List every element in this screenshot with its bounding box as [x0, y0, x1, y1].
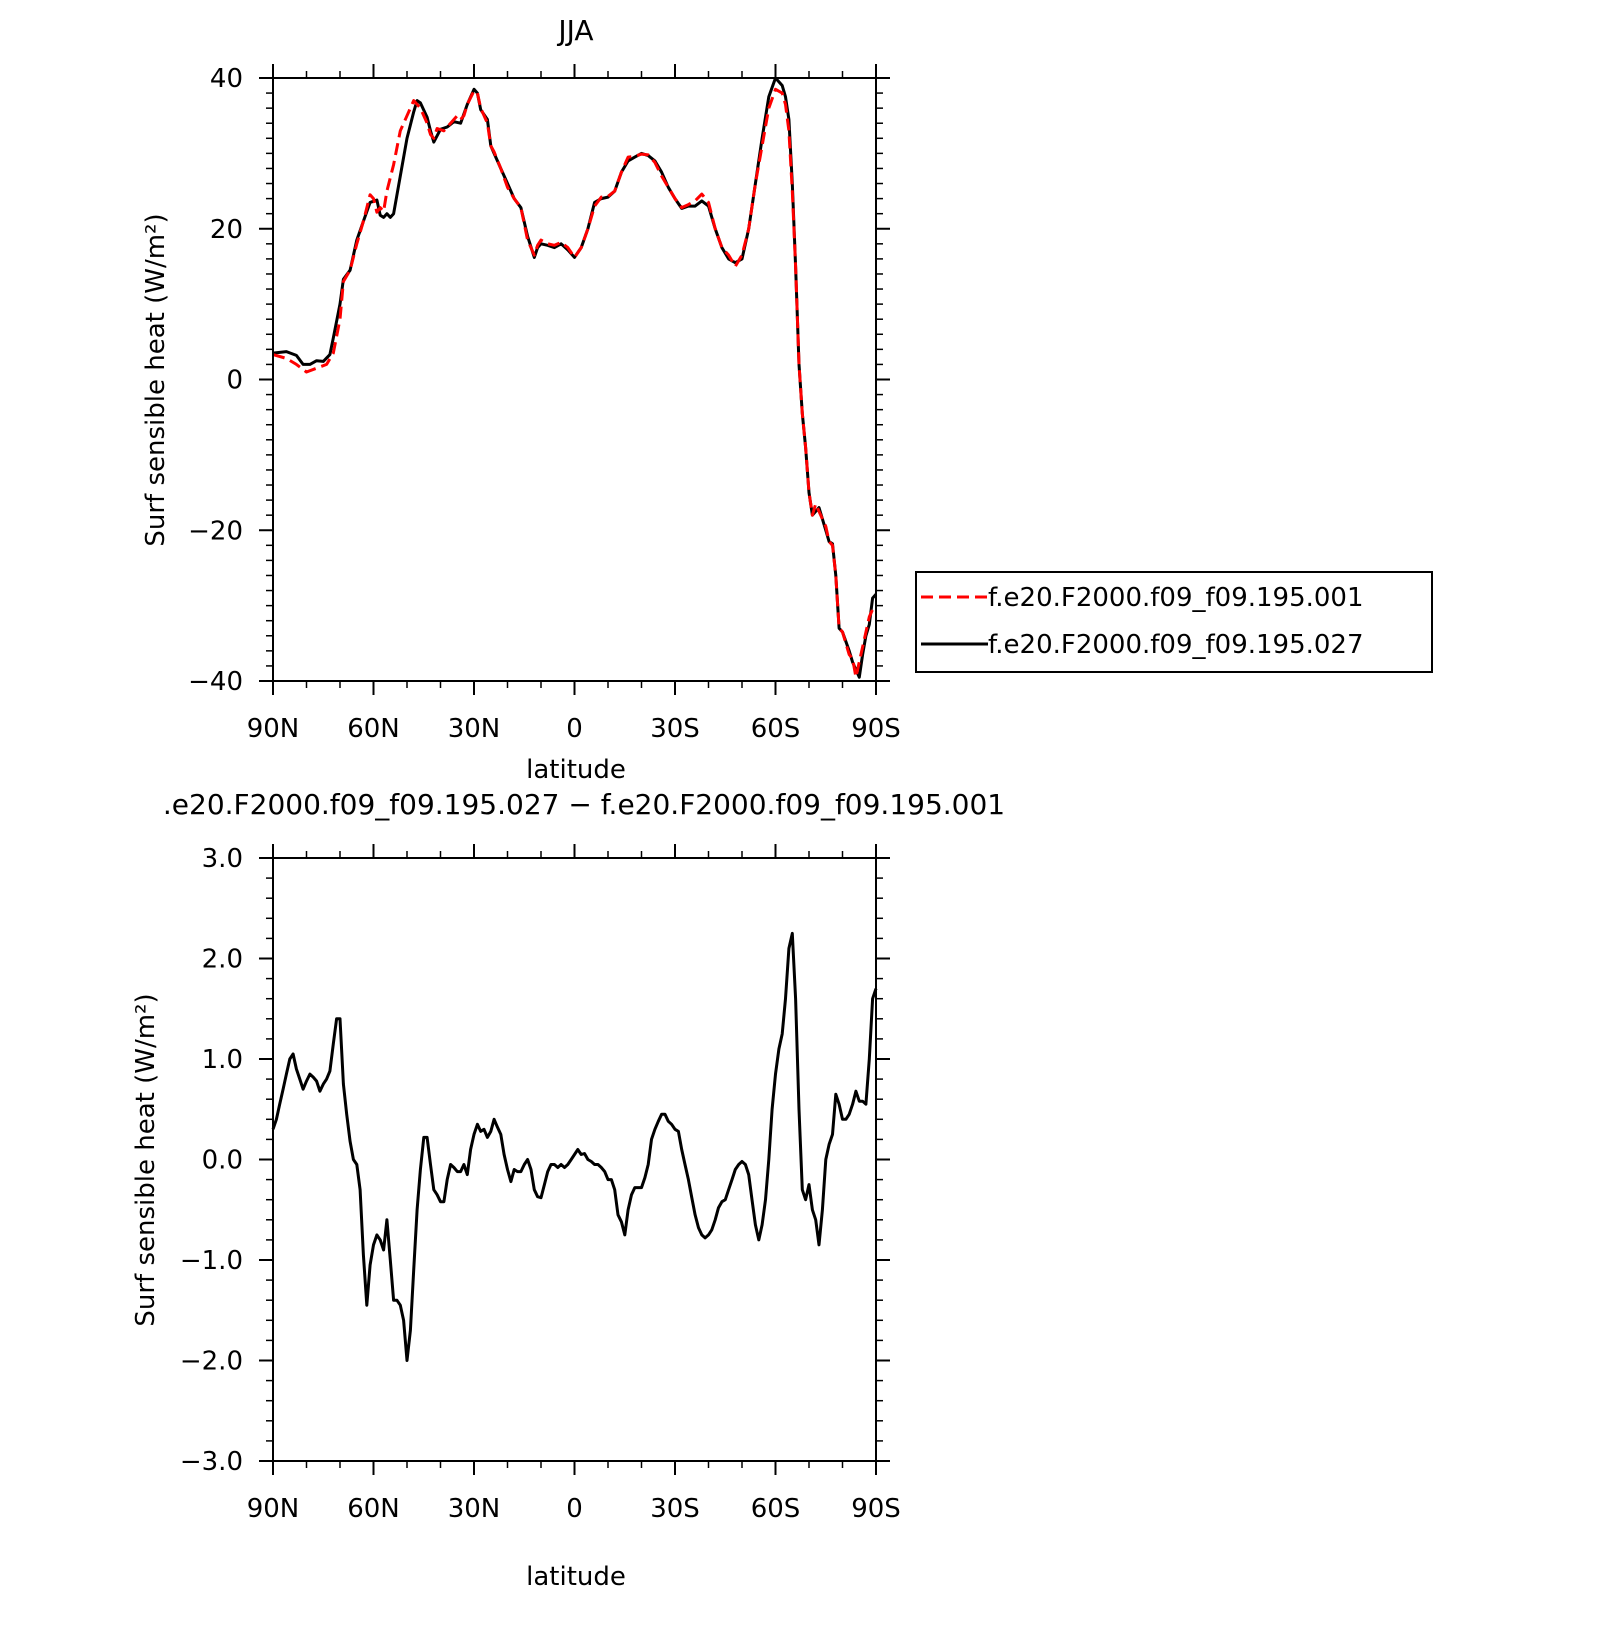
top-x-tick-labels: 90N 60N 30N 0 30S 60S 90S	[247, 714, 901, 744]
y-tick-label: −20	[188, 516, 243, 546]
legend-box	[915, 571, 1433, 673]
top-plot-frame	[272, 77, 877, 682]
y-tick-label: 1.0	[202, 1045, 243, 1075]
bottom-x-tick-labels: 90N 60N 30N 0 30S 60S 90S	[247, 1494, 901, 1524]
bottom-y-tick-labels: −3.0 −2.0 −1.0 0.0 1.0 2.0 3.0	[180, 844, 243, 1477]
top-chart-panel: JJA −40 −20 0 20 40 90N 60N 30N 0 30S 60S 90S lati…	[141, 14, 1433, 785]
y-tick-label: −2.0	[180, 1347, 243, 1377]
bottom-chart-panel: .e20.F2000.f09_f09.195.027 − f.e20.F2000…	[131, 788, 1005, 1592]
x-tick-label: 30N	[448, 1494, 501, 1524]
top-axis-ticks	[259, 64, 890, 695]
top-chart-title: JJA	[556, 14, 593, 47]
bottom-series-lines	[271, 931, 878, 1362]
y-tick-label: 3.0	[202, 844, 243, 874]
x-tick-label: 30S	[650, 714, 700, 744]
y-tick-label: 0	[226, 366, 243, 396]
x-tick-label: 30N	[448, 714, 501, 744]
bottom-x-axis-title: latitude	[526, 1562, 626, 1592]
x-tick-label: 0	[566, 714, 583, 744]
top-series-lines	[272, 76, 878, 679]
bottom-chart-title: .e20.F2000.f09_f09.195.027 − f.e20.F2000…	[163, 788, 1005, 821]
series-line-top-0	[272, 87, 878, 679]
top-y-tick-labels: −40 −20 0 20 40	[188, 64, 243, 697]
top-y-axis-title: Surf sensible heat (W/m²)	[141, 213, 171, 546]
bottom-y-axis-title: Surf sensible heat (W/m²)	[131, 993, 161, 1326]
legend: f.e20.F2000.f09_f09.195.001 f.e20.F2000.…	[915, 571, 1433, 673]
y-tick-label: −40	[188, 667, 243, 697]
y-tick-label: −1.0	[180, 1246, 243, 1276]
y-tick-label: 2.0	[202, 945, 243, 975]
legend-label-001: f.e20.F2000.f09_f09.195.001	[988, 583, 1364, 613]
legend-label-027: f.e20.F2000.f09_f09.195.027	[988, 630, 1364, 660]
y-tick-label: 40	[210, 64, 243, 94]
x-tick-label: 90S	[851, 714, 901, 744]
y-tick-label: −3.0	[180, 1447, 243, 1477]
x-tick-label: 90N	[247, 714, 300, 744]
y-tick-label: 20	[210, 215, 243, 245]
x-tick-label: 60N	[347, 1494, 400, 1524]
x-tick-label: 60N	[347, 714, 400, 744]
x-tick-label: 0	[566, 1494, 583, 1524]
y-tick-label: 0.0	[202, 1146, 243, 1176]
series-line-top-1	[272, 76, 878, 679]
x-tick-label: 90N	[247, 1494, 300, 1524]
bottom-axis-ticks	[259, 844, 890, 1475]
x-tick-label: 30S	[650, 1494, 700, 1524]
series-line-bot-0	[271, 931, 878, 1362]
top-x-axis-title: latitude	[526, 755, 626, 785]
x-tick-label: 90S	[851, 1494, 901, 1524]
bottom-plot-frame	[272, 857, 877, 1462]
x-tick-label: 60S	[751, 714, 801, 744]
x-tick-label: 60S	[751, 1494, 801, 1524]
